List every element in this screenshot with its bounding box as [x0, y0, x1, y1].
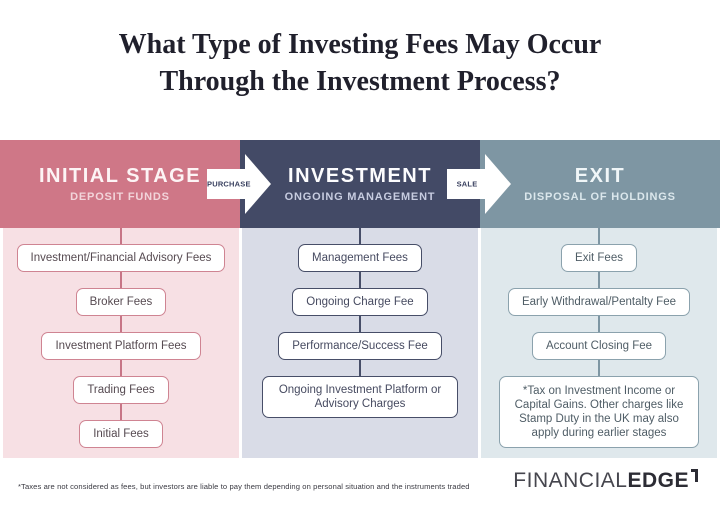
stage-header-initial-stage: INITIAL STAGE DEPOSIT FUNDS	[0, 140, 240, 228]
stage-title: INITIAL STAGE	[38, 165, 202, 187]
stage-header-investment: INVESTMENT ONGOING MANAGEMENT	[240, 140, 480, 228]
fee-box: Ongoing Investment Platform or Advisory …	[262, 376, 458, 418]
financial-edge-logo: FINANCIALEDGE	[513, 468, 698, 494]
purchase-arrow: PURCHASE	[207, 154, 271, 214]
sale-arrow-label: SALE	[456, 179, 478, 189]
stage-title: EXIT	[574, 165, 626, 187]
footnote: *Taxes are not considered as fees, but i…	[18, 482, 470, 491]
purchase-arrow-label: PURCHASE	[207, 179, 251, 189]
stage-subtitle: DEPOSIT FUNDS	[70, 191, 170, 203]
column-exit: Exit Fees Early Withdrawal/Pentalty Fee …	[481, 228, 717, 458]
fee-box: Early Withdrawal/Pentalty Fee	[507, 288, 691, 316]
fee-box: Exit Fees	[561, 244, 637, 272]
sale-arrow: SALE	[447, 154, 511, 214]
page-title: What Type of Investing Fees May Occur Th…	[0, 26, 720, 100]
fee-box: Initial Fees	[79, 420, 163, 448]
logo-text-edge: EDGE	[627, 469, 689, 492]
fee-box: Management Fees	[298, 244, 422, 272]
stage-header-exit: EXIT DISPOSAL OF HOLDINGS	[480, 140, 720, 228]
stage-title: INVESTMENT	[288, 165, 432, 187]
page-title-line1: What Type of Investing Fees May Occur	[118, 29, 602, 60]
logo-bracket-icon	[691, 469, 698, 482]
right-arrow-icon	[207, 154, 271, 214]
column-investment: Management Fees Ongoing Charge Fee Perfo…	[242, 228, 478, 458]
fee-box: Investment Platform Fees	[41, 332, 201, 360]
fee-box: Ongoing Charge Fee	[292, 288, 428, 316]
fee-box: Account Closing Fee	[531, 332, 667, 360]
connector-line	[120, 228, 122, 430]
fee-box: Performance/Success Fee	[278, 332, 442, 360]
right-arrow-icon	[447, 154, 511, 214]
stage-header-band: INITIAL STAGE DEPOSIT FUNDS INVESTMENT O…	[0, 140, 720, 228]
tax-note-box: *Tax on Investment Income or Capital Gai…	[499, 376, 699, 448]
fee-box: Broker Fees	[75, 288, 167, 316]
stage-subtitle: DISPOSAL OF HOLDINGS	[524, 191, 676, 203]
connector-line	[598, 228, 600, 410]
fee-box: Investment/Financial Advisory Fees	[16, 244, 226, 272]
page-title-line2: Through the Investment Process?	[159, 66, 561, 97]
column-initial-stage: Investment/Financial Advisory Fees Broke…	[3, 228, 239, 458]
logo-text-financial: FINANCIAL	[513, 469, 628, 492]
fee-box: Trading Fees	[73, 376, 169, 404]
stage-subtitle: ONGOING MANAGEMENT	[284, 191, 436, 203]
stage-columns: Investment/Financial Advisory Fees Broke…	[3, 228, 717, 458]
